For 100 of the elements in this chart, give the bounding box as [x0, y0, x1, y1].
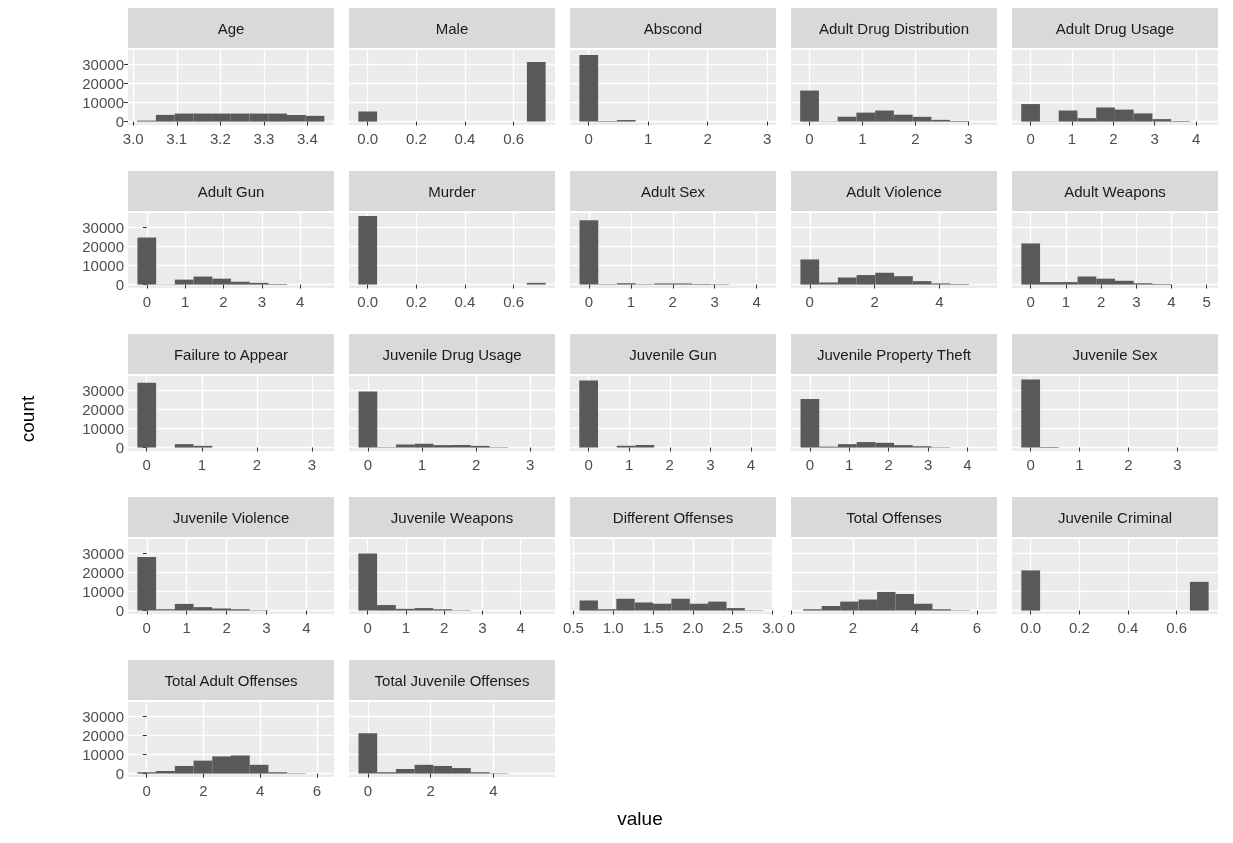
- x-tick-label: 2.0: [682, 619, 704, 636]
- x-tick-label: 3: [964, 130, 973, 147]
- x-tick-label: 3: [262, 619, 271, 636]
- x-tick-label: 2: [426, 782, 435, 799]
- x-tick-label: 4: [746, 456, 756, 473]
- x-tick-label: 3: [762, 130, 772, 147]
- x-tick-label: 3.2: [209, 130, 231, 147]
- x-tick-label: 0.6: [503, 293, 525, 310]
- x-tick-label: 4: [963, 456, 972, 473]
- x-tick-label: 3.4: [297, 130, 318, 147]
- y-tick-label: 30000: [82, 55, 124, 73]
- x-tick-label: 2: [199, 782, 208, 799]
- x-tick-label: 0.5: [562, 619, 584, 636]
- y-tick-label: 0: [115, 602, 124, 620]
- x-tick-label: 4: [1191, 130, 1201, 147]
- x-tick-label: 0: [584, 293, 594, 310]
- y-tick-label: 20000: [82, 75, 124, 92]
- y-tick-label: 20000: [82, 564, 124, 581]
- chart-title: Male: [349, 8, 555, 48]
- x-tick-label: 0: [584, 456, 593, 473]
- x-tick-label: 0.2: [405, 130, 427, 147]
- x-tick-label: 1: [197, 456, 206, 473]
- x-tick-label: 2: [668, 293, 677, 310]
- x-tick-label: 3: [706, 456, 715, 473]
- y-tick-label: 20000: [82, 238, 124, 255]
- x-tick-label: 2: [439, 619, 449, 636]
- x-tick-label: 0: [142, 293, 151, 310]
- x-tick-label: 1: [625, 456, 634, 473]
- x-tick-label: 1: [626, 293, 636, 310]
- chart-title: Adult Drug Distribution: [791, 8, 997, 48]
- y-tick-label: 30000: [82, 544, 124, 562]
- x-tick-label: 1: [1061, 293, 1071, 310]
- x-tick-label: 1.0: [602, 619, 624, 636]
- x-tick-label: 4: [516, 619, 525, 636]
- x-tick-label: 3: [478, 619, 487, 636]
- y-tick-label: 0: [115, 765, 124, 783]
- x-tick-label: 0: [363, 782, 373, 799]
- x-tick-label: 0.2: [1068, 619, 1090, 636]
- x-tick-label: 0: [363, 456, 373, 473]
- chart-title: Adult Gun: [128, 171, 334, 211]
- x-tick-label: 2: [870, 293, 879, 310]
- x-tick-label: 0.2: [405, 293, 427, 310]
- y-tick-label: 20000: [82, 727, 124, 744]
- x-tick-label: 4: [935, 293, 944, 310]
- x-tick-label: 0: [363, 619, 372, 636]
- x-tick-label: 4: [1167, 293, 1176, 310]
- chart-title: Total Offenses: [791, 497, 997, 537]
- y-tick-label: 10000: [82, 257, 124, 275]
- y-tick-label: 10000: [82, 94, 124, 112]
- x-tick-label: 0: [584, 130, 593, 147]
- x-tick-label: 2: [911, 130, 920, 147]
- x-tick-label: 2: [219, 293, 228, 310]
- y-tick-label: 30000: [82, 707, 124, 725]
- x-tick-label: 1: [845, 456, 854, 473]
- x-tick-label: 6: [312, 782, 322, 799]
- x-tick-label: 3: [1132, 293, 1141, 310]
- x-tick-label: 0: [805, 130, 814, 147]
- x-tick-label: 0: [142, 456, 151, 473]
- x-tick-label: 4: [296, 293, 305, 310]
- x-tick-label: 0: [1026, 456, 1035, 473]
- x-tick-label: 0.6: [1166, 619, 1188, 636]
- x-tick-label: 2: [703, 130, 712, 147]
- x-axis-title: value: [616, 808, 664, 830]
- x-tick-label: 2.5: [722, 619, 744, 636]
- x-tick-label: 1: [417, 456, 427, 473]
- x-tick-label: 3.1: [166, 130, 188, 147]
- chart-title: Juvenile Property Theft: [791, 334, 997, 374]
- x-tick-label: 3.0: [122, 130, 144, 147]
- x-tick-label: 4: [256, 782, 265, 799]
- chart-title: Adult Weapons: [1012, 171, 1218, 211]
- x-tick-label: 4: [752, 293, 761, 310]
- x-tick-label: 0: [805, 456, 815, 473]
- x-tick-label: 0: [1026, 293, 1035, 310]
- x-tick-label: 3.3: [253, 130, 275, 147]
- chart-title: Age: [128, 8, 334, 48]
- x-tick-label: 3.0: [762, 619, 783, 636]
- y-tick-label: 30000: [82, 381, 124, 399]
- x-tick-label: 4: [489, 782, 498, 799]
- chart-title: Different Offenses: [570, 497, 776, 537]
- x-tick-label: 1.5: [642, 619, 664, 636]
- x-tick-label: 0: [1026, 130, 1035, 147]
- chart-title: Adult Violence: [791, 171, 997, 211]
- x-tick-label: 0.4: [454, 293, 476, 310]
- x-tick-label: 5: [1202, 293, 1211, 310]
- y-tick-label: 0: [115, 439, 124, 457]
- chart-title: Adult Drug Usage: [1012, 8, 1218, 48]
- chart-title: Juvenile Criminal: [1012, 497, 1218, 537]
- x-tick-label: 1: [401, 619, 411, 636]
- x-tick-label: 3: [923, 456, 933, 473]
- x-tick-label: 1: [644, 130, 653, 147]
- x-tick-label: 0: [142, 782, 151, 799]
- x-tick-label: 1: [858, 130, 867, 147]
- x-tick-label: 2: [1124, 456, 1133, 473]
- chart-title: Total Juvenile Offenses: [349, 660, 555, 700]
- x-tick-label: 1: [1075, 456, 1084, 473]
- y-tick-label: 0: [115, 276, 124, 294]
- chart-title: Juvenile Drug Usage: [349, 334, 555, 374]
- x-tick-label: 0.0: [357, 293, 379, 310]
- x-tick-label: 2: [1096, 293, 1106, 310]
- x-tick-label: 6: [972, 619, 982, 636]
